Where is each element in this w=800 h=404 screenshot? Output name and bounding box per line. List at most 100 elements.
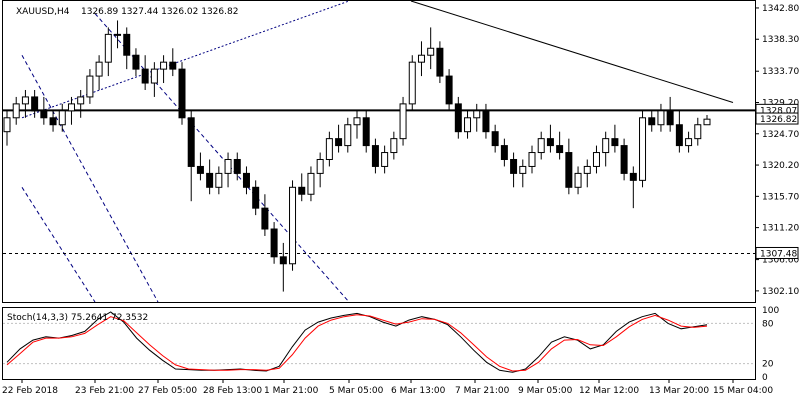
candle-bearish (270, 228, 278, 258)
candle-bullish (353, 117, 361, 126)
price-tag-label: 1326.82 (760, 115, 797, 125)
time-tick-label: 7 Mar 21:00 (455, 386, 510, 396)
candle-bearish (206, 172, 214, 188)
candle-bullish (537, 138, 545, 154)
candle-bullish (574, 172, 582, 188)
candle-bullish (215, 172, 223, 188)
candle-bullish (289, 186, 297, 265)
candle-bearish (49, 117, 57, 126)
price-tick-label: 1333.70 (762, 67, 799, 77)
stoch-main-line (6, 311, 708, 373)
candle-bearish (629, 172, 637, 181)
price-tick-label: 1302.10 (762, 287, 799, 297)
time-tick-label: 13 Mar 20:00 (649, 386, 709, 396)
candle-bullish (224, 158, 232, 174)
candle-bullish (602, 138, 610, 154)
candle-bullish (104, 33, 112, 63)
candle-bullish (399, 103, 407, 140)
candle-bullish (21, 96, 29, 105)
candle-bearish (371, 145, 379, 167)
candle-bullish (703, 118, 711, 126)
indicator-panel-frame (2, 307, 756, 380)
time-tick-label: 9 Mar 05:00 (518, 386, 573, 396)
time-tick-label: 1 Mar 21:00 (264, 386, 319, 396)
candle-bullish (77, 96, 85, 105)
candle-bearish (261, 207, 269, 230)
trendline (21, 187, 96, 303)
time-tick-label: 27 Feb 05:00 (138, 386, 197, 396)
candle-bullish (316, 158, 324, 174)
price-tick-label: 1320.20 (762, 161, 799, 171)
stoch-signal-line (6, 314, 708, 372)
candle-bullish (381, 152, 389, 167)
candle-bearish (123, 33, 131, 56)
time-tick-label: 15 Mar 04:00 (713, 386, 773, 396)
time-tick-label: 6 Mar 13:00 (391, 386, 446, 396)
candle-bearish (666, 110, 674, 126)
price-tag-box (755, 246, 799, 259)
candle-bearish (31, 96, 39, 112)
candle-bullish (95, 61, 103, 77)
candle-bearish (362, 117, 370, 147)
main-panel-frame (2, 0, 756, 303)
candle-bullish (390, 138, 398, 154)
candle-bullish (12, 103, 20, 119)
candle-bullish (408, 61, 416, 105)
price-tick-label: 1338.30 (762, 35, 799, 45)
time-tick-label: 5 Mar 05:00 (329, 386, 384, 396)
time-tick-label: 23 Feb 21:00 (75, 386, 134, 396)
candle-bullish (150, 68, 158, 84)
candle-bearish (178, 68, 186, 119)
candle-bullish (528, 152, 536, 167)
candle-bearish (556, 145, 564, 154)
candle-bearish (445, 75, 453, 105)
candle-bullish (86, 75, 94, 98)
candle-bullish (160, 61, 168, 70)
time-tick-label: 22 Feb 2018 (2, 386, 58, 396)
candle-bearish (500, 145, 508, 160)
candle-bearish (132, 54, 140, 70)
candle-bearish (611, 138, 619, 147)
candle-bearish (436, 47, 444, 77)
ohlc-label: 1326.89 1327.44 1326.02 1326.82 (81, 7, 238, 17)
time-tick-label: 12 Mar 12:00 (579, 386, 639, 396)
candle-bullish (657, 110, 665, 126)
candle-bearish (675, 124, 683, 147)
candle-bullish (344, 124, 352, 147)
candle-bullish (583, 165, 591, 174)
price-tick-label: 1342.80 (762, 4, 799, 14)
candle-bullish (114, 33, 122, 36)
price-tick-label: 1329.20 (762, 98, 799, 108)
stoch-tick-label: 20 (762, 360, 774, 370)
stoch-tick-label: 0 (762, 373, 768, 383)
candle-bearish (298, 186, 306, 195)
candle-bearish (169, 61, 177, 70)
candle-bearish (196, 165, 204, 174)
candle-bearish (620, 145, 628, 174)
candle-bearish (565, 152, 573, 188)
price-tag-box (755, 112, 799, 125)
candle-bullish (519, 165, 527, 174)
candle-bearish (187, 117, 195, 167)
trendline (410, 0, 734, 103)
candle-bullish (417, 54, 425, 63)
candle-bearish (454, 103, 462, 133)
candle-bullish (592, 152, 600, 167)
candle-bearish (233, 158, 241, 174)
price-tick-label: 1306.60 (762, 256, 799, 266)
symbol-label: XAUUSD,H4 (16, 7, 70, 17)
stoch-tick-label: 100 (762, 306, 779, 316)
price-tick-label: 1324.70 (762, 130, 799, 140)
candle-bearish (510, 158, 518, 174)
candle-bearish (252, 186, 260, 209)
candle-bearish (648, 117, 656, 126)
candle-bearish (482, 110, 490, 133)
trendline (21, 0, 350, 119)
candle-bullish (3, 117, 11, 133)
candle-bearish (242, 172, 250, 188)
candle-bullish (464, 117, 472, 133)
candle-bullish (685, 138, 693, 147)
candle-bullish (694, 124, 702, 140)
candle-bullish (427, 47, 435, 56)
price-tick-label: 1315.70 (762, 192, 799, 202)
